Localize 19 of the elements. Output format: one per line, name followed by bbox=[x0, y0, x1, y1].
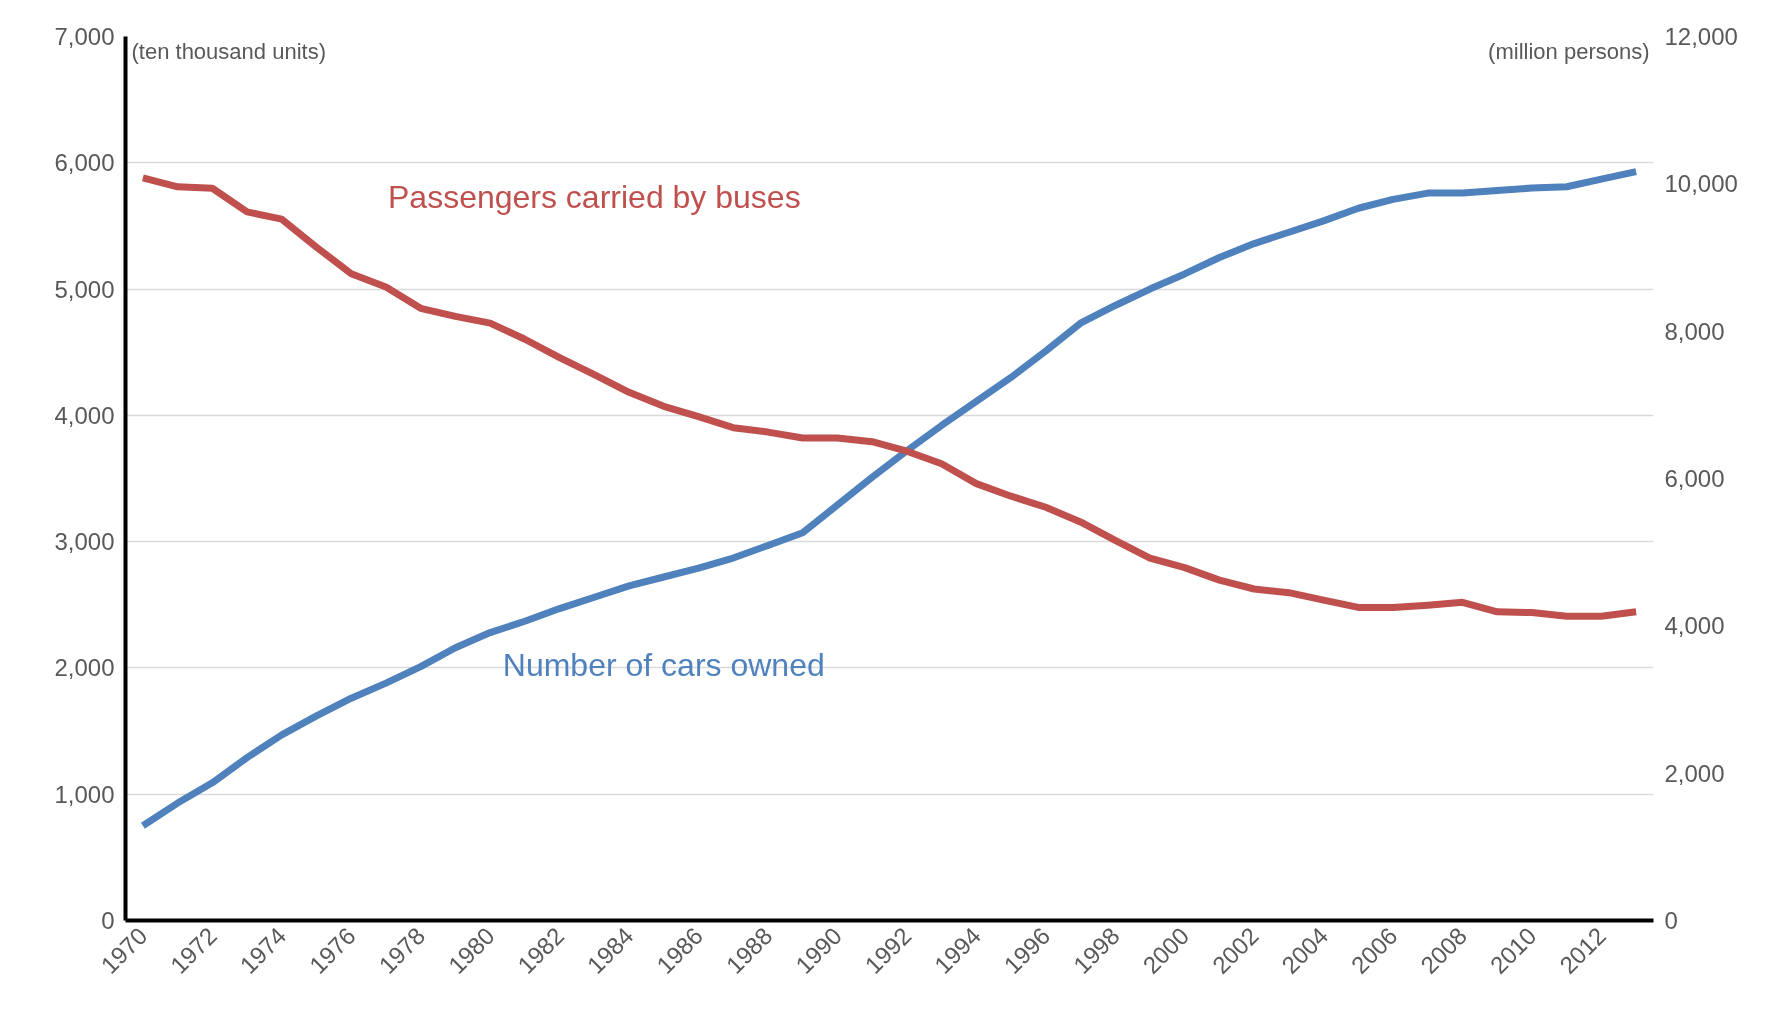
y-tick-label: 4,000 bbox=[54, 401, 115, 429]
y2-tick-label: 0 bbox=[1664, 907, 1678, 934]
y-tick-label: 7,000 bbox=[54, 23, 115, 50]
y2-tick-label: 12,000 bbox=[1664, 23, 1738, 50]
y2-tick-label: 8,000 bbox=[1664, 317, 1725, 345]
series-label: Number of cars owned bbox=[502, 647, 825, 683]
y2-tick-label: 10,000 bbox=[1664, 170, 1738, 198]
y-tick-label: 1,000 bbox=[54, 780, 115, 808]
y2-axis-title: (million persons) bbox=[1488, 38, 1650, 64]
y2-tick-label: 2,000 bbox=[1664, 759, 1725, 787]
y-tick-label: 3,000 bbox=[54, 528, 115, 556]
y-tick-label: 0 bbox=[101, 907, 115, 934]
y-tick-label: 6,000 bbox=[54, 149, 115, 177]
y-axis-title: (ten thousand units) bbox=[131, 38, 326, 64]
y-tick-label: 2,000 bbox=[54, 654, 115, 682]
text: Passengers carried by buses bbox=[387, 178, 801, 215]
y-tick-label: 5,000 bbox=[54, 275, 115, 303]
y2-tick-label: 6,000 bbox=[1664, 465, 1725, 492]
y2-tick-label: 4,000 bbox=[1664, 612, 1725, 640]
